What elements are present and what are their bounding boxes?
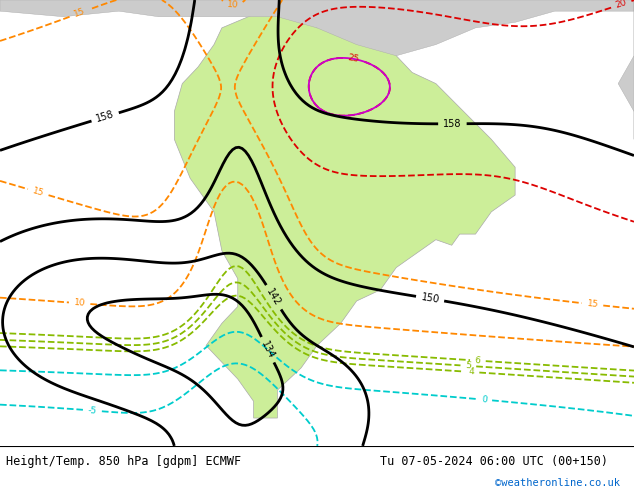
- Text: 158: 158: [443, 119, 462, 129]
- Text: 15: 15: [73, 7, 87, 19]
- Text: ©weatheronline.co.uk: ©weatheronline.co.uk: [495, 478, 619, 489]
- Text: 20: 20: [614, 0, 628, 10]
- Text: 25: 25: [347, 53, 360, 64]
- Text: Height/Temp. 850 hPa [gdpm] ECMWF: Height/Temp. 850 hPa [gdpm] ECMWF: [6, 455, 242, 468]
- Polygon shape: [618, 0, 634, 139]
- Text: 4: 4: [469, 368, 475, 377]
- Text: Tu 07-05-2024 06:00 UTC (00+150): Tu 07-05-2024 06:00 UTC (00+150): [380, 455, 609, 468]
- Text: 10: 10: [74, 298, 86, 308]
- Text: 6: 6: [475, 356, 481, 366]
- Text: 5: 5: [465, 361, 472, 370]
- Text: 15: 15: [32, 186, 45, 198]
- Text: 142: 142: [264, 287, 283, 308]
- Text: 0: 0: [481, 395, 488, 404]
- Polygon shape: [0, 0, 634, 56]
- Text: 15: 15: [586, 299, 598, 309]
- Text: 150: 150: [420, 292, 440, 305]
- Text: 158: 158: [95, 109, 115, 124]
- Text: -5: -5: [87, 406, 97, 416]
- Text: 134: 134: [259, 339, 276, 360]
- Text: 10: 10: [226, 0, 238, 10]
- Polygon shape: [174, 11, 515, 418]
